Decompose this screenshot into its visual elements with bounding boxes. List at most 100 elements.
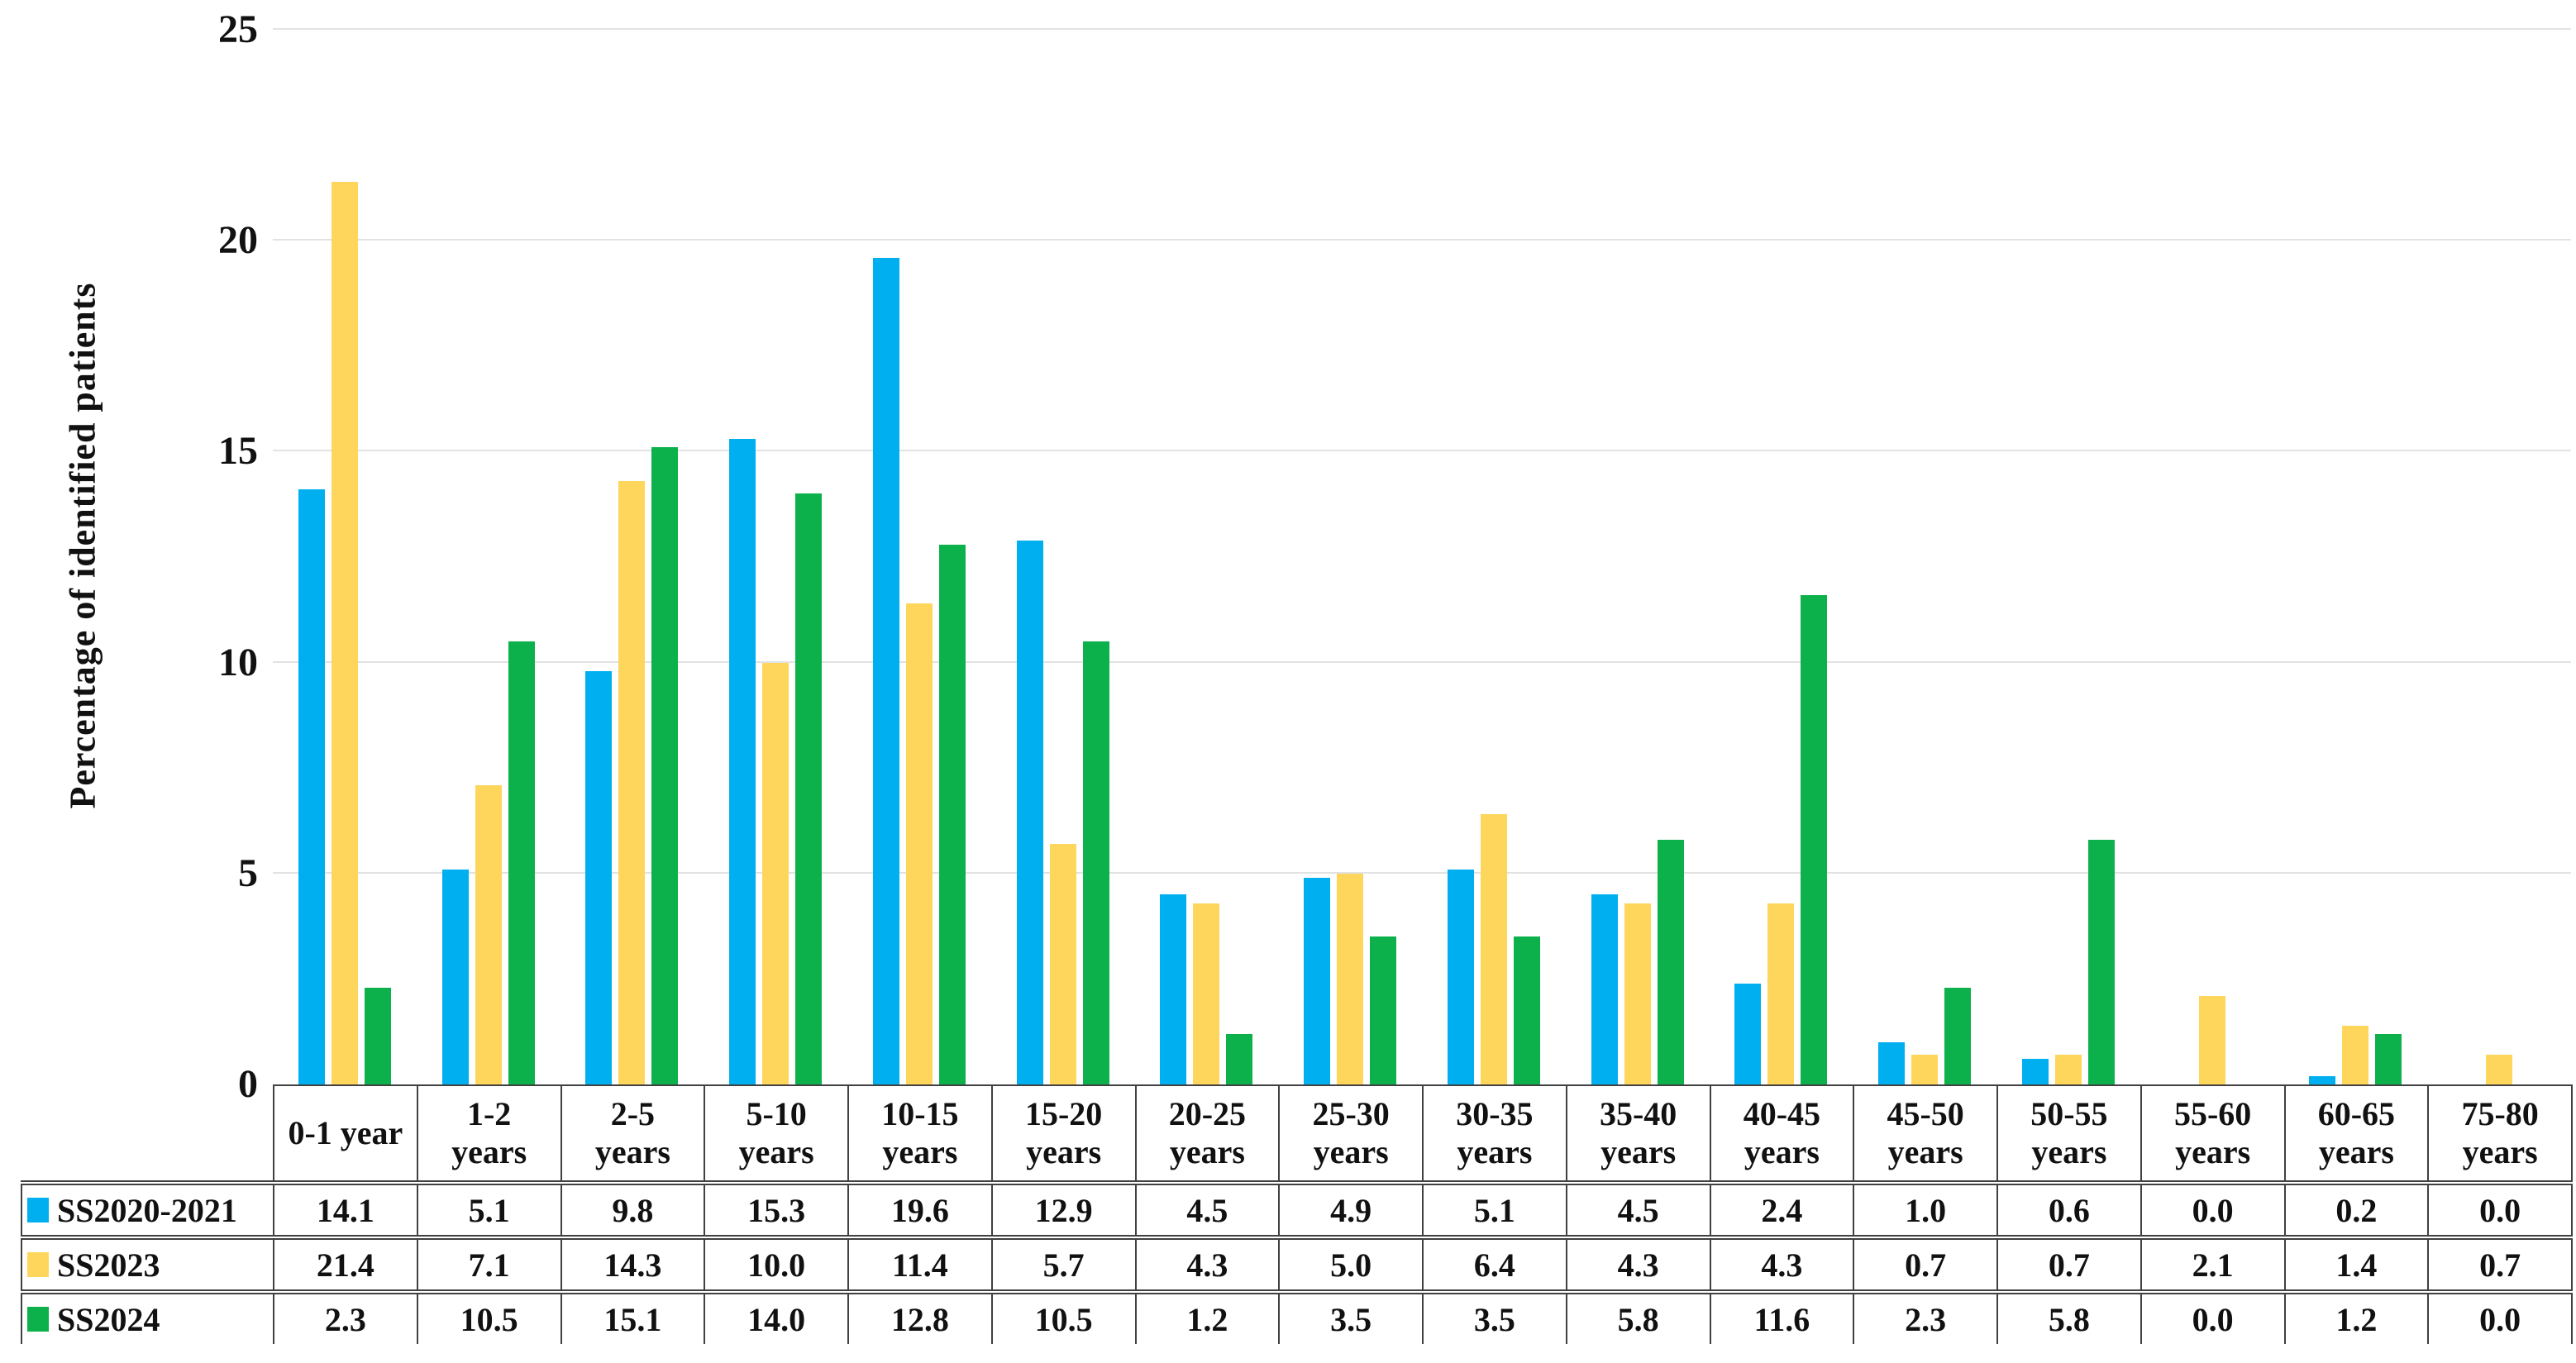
bar-SS2023-55-60-years <box>2198 995 2225 1084</box>
category-header-5-10-years: 5-10 years <box>704 1084 849 1184</box>
bar-SS2020-2021-45-50-years <box>1878 1041 1906 1084</box>
legend-series-name: SS2024 <box>57 1300 160 1338</box>
table-corner-blank-cell <box>21 1085 274 1183</box>
bar-SS2023-35-40-years <box>1624 903 1651 1084</box>
bar-SS2020-2021-15-20-years <box>1016 540 1043 1084</box>
bar-SS2020-2021-1-2-years <box>441 869 469 1084</box>
value-cell-SS2023-60-65-years: 1.4 <box>2283 1235 2430 1293</box>
category-header-25-30-years: 25-30 years <box>1278 1084 1424 1184</box>
value-cell-SS2020-2021-35-40-years: 4.5 <box>1565 1180 1711 1238</box>
value-cell-SS2020-2021-50-55-years: 0.6 <box>1996 1180 2142 1238</box>
y-tick-label-25: 25 <box>218 7 258 51</box>
table-row-SS2023: SS2023 21.4 7.1 14.3 10.0 11.4 5.7 4.3 5.0 6.4 4.3… <box>21 1235 2573 1293</box>
gridline-15 <box>273 450 2571 452</box>
value-cell-SS2024-5-10-years: 14.0 <box>704 1289 849 1344</box>
category-header-60-65-years: 60-65 years <box>2283 1084 2430 1184</box>
value-cell-SS2023-50-55-years: 0.7 <box>1996 1235 2142 1293</box>
bar-group-20-25-years <box>1135 30 1279 1084</box>
bar-group-45-50-years <box>1853 30 1996 1084</box>
bar-SS2020-2021-40-45-years <box>1734 983 1762 1084</box>
bar-SS2020-2021-2-5-years <box>585 670 613 1084</box>
bar-SS2023-15-20-years <box>1049 844 1076 1084</box>
value-cell-SS2023-10-15-years: 11.4 <box>847 1235 993 1293</box>
value-cell-SS2024-1-2-years: 10.5 <box>416 1289 562 1344</box>
bar-SS2023-50-55-years <box>2054 1055 2082 1084</box>
value-cell-SS2023-20-25-years: 4.3 <box>1134 1235 1281 1293</box>
bar-groups <box>273 30 2571 1084</box>
bar-SS2024-25-30-years <box>1370 936 1397 1084</box>
value-cell-SS2023-45-50-years: 0.7 <box>1853 1235 1998 1293</box>
bar-SS2023-1-2-years <box>475 784 502 1084</box>
bar-group-35-40-years <box>1566 30 1710 1084</box>
bar-group-60-65-years <box>2284 30 2428 1084</box>
value-cell-SS2024-40-45-years: 11.6 <box>1709 1289 1855 1344</box>
bar-SS2023-60-65-years <box>2342 1025 2369 1084</box>
category-header-45-50-years: 45-50 years <box>1853 1084 1998 1184</box>
y-tick-label-0: 0 <box>238 1062 258 1106</box>
value-cell-SS2020-2021-45-50-years: 1.0 <box>1853 1180 1998 1238</box>
bar-SS2024-40-45-years <box>1801 594 1828 1084</box>
value-cell-SS2024-15-20-years: 10.5 <box>990 1289 1137 1344</box>
bar-group-15-20-years <box>991 30 1135 1084</box>
value-cell-SS2023-40-45-years: 4.3 <box>1709 1235 1855 1293</box>
value-cell-SS2024-45-50-years: 2.3 <box>1853 1289 1998 1344</box>
value-cell-SS2020-2021-40-45-years: 2.4 <box>1709 1180 1855 1238</box>
gridline-25 <box>273 28 2571 30</box>
category-header-50-55-years: 50-55 years <box>1996 1084 2142 1184</box>
bar-SS2020-2021-0-1-year <box>298 489 325 1084</box>
bar-SS2023-0-1-year <box>331 181 358 1084</box>
bar-group-25-30-years <box>1278 30 1422 1084</box>
table-row-SS2020-2021: SS2020-2021 14.1 5.1 9.8 15.3 19.6 12.9 4.5 4.9 5… <box>21 1180 2573 1238</box>
value-cell-SS2024-50-55-years: 5.8 <box>1996 1289 2142 1344</box>
bar-SS2024-35-40-years <box>1657 839 1684 1084</box>
bar-SS2023-10-15-years <box>905 603 933 1084</box>
bar-group-5-10-years <box>704 30 847 1084</box>
category-header-30-35-years: 30-35 years <box>1422 1084 1567 1184</box>
category-header-55-60-years: 55-60 years <box>2140 1084 2286 1184</box>
y-axis-title: Percentage of identified patients <box>62 282 103 809</box>
bar-SS2024-2-5-years <box>651 447 679 1084</box>
bar-SS2020-2021-30-35-years <box>1447 869 1474 1084</box>
gridline-20 <box>273 239 2571 241</box>
legend-entry: SS2024 <box>23 1300 272 1339</box>
category-header-1-2-years: 1-2 years <box>416 1084 562 1184</box>
value-cell-SS2024-75-80-years: 0.0 <box>2427 1289 2573 1344</box>
value-cell-SS2020-2021-25-30-years: 4.9 <box>1278 1180 1424 1238</box>
bar-SS2023-2-5-years <box>618 481 646 1084</box>
value-cell-SS2024-55-60-years: 0.0 <box>2140 1289 2286 1344</box>
bar-group-1-2-years <box>417 30 561 1084</box>
bar-SS2020-2021-60-65-years <box>2309 1075 2336 1084</box>
bar-SS2024-5-10-years <box>795 493 823 1084</box>
bar-SS2020-2021-20-25-years <box>1160 894 1187 1084</box>
bar-SS2024-0-1-year <box>364 987 391 1084</box>
bar-group-75-80-years <box>2427 30 2571 1084</box>
table-row-SS2024: SS2024 2.3 10.5 15.1 14.0 12.8 10.5 1.2 3.5 3.5 5.… <box>21 1289 2573 1344</box>
bar-SS2020-2021-50-55-years <box>2021 1059 2049 1084</box>
y-tick-label-15: 15 <box>218 429 258 474</box>
value-cell-SS2023-25-30-years: 5.0 <box>1278 1235 1424 1293</box>
legend-series-name: SS2020-2021 <box>57 1191 237 1229</box>
legend-series-name: SS2023 <box>57 1246 160 1284</box>
value-cell-SS2024-60-65-years: 1.2 <box>2283 1289 2430 1344</box>
value-cell-SS2024-35-40-years: 5.8 <box>1565 1289 1711 1344</box>
value-cell-SS2024-25-30-years: 3.5 <box>1278 1289 1424 1344</box>
bar-group-2-5-years <box>561 30 704 1084</box>
category-header-20-25-years: 20-25 years <box>1134 1084 1281 1184</box>
value-cell-SS2023-35-40-years: 4.3 <box>1565 1235 1711 1293</box>
category-header-2-5-years: 2-5 years <box>560 1084 706 1184</box>
value-cell-SS2023-1-2-years: 7.1 <box>416 1235 562 1293</box>
bar-SS2024-60-65-years <box>2375 1033 2402 1084</box>
value-cell-SS2020-2021-1-2-years: 5.1 <box>416 1180 562 1238</box>
bar-group-10-15-years <box>847 30 991 1084</box>
bar-SS2020-2021-10-15-years <box>872 257 899 1084</box>
value-cell-SS2024-30-35-years: 3.5 <box>1422 1289 1567 1344</box>
bar-SS2020-2021-25-30-years <box>1304 877 1331 1084</box>
bar-group-50-55-years <box>1996 30 2140 1084</box>
bar-SS2023-20-25-years <box>1193 903 1220 1084</box>
chart-data-table: 0-1 year 1-2 years 2-5 years 5-10 years 10-15 ye… <box>21 1084 2573 1344</box>
bar-group-40-45-years <box>1710 30 1853 1084</box>
category-header-35-40-years: 35-40 years <box>1565 1084 1711 1184</box>
bar-group-55-60-years <box>2140 30 2284 1084</box>
value-cell-SS2024-10-15-years: 12.8 <box>847 1289 993 1344</box>
value-cell-SS2023-5-10-years: 10.0 <box>704 1235 849 1293</box>
